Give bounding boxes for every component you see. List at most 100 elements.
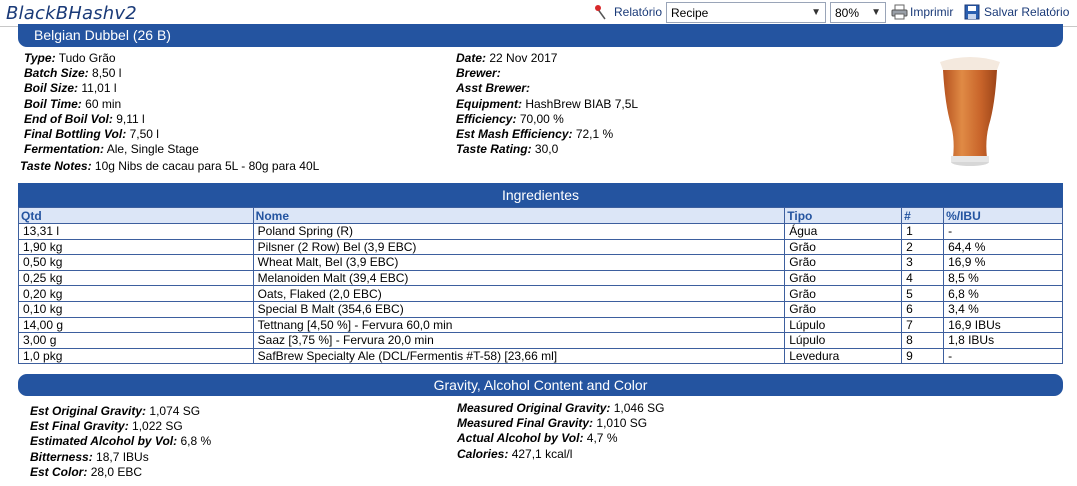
field-value: 6,8 %	[180, 434, 212, 449]
field-label: Boil Time:	[24, 96, 82, 111]
table-cell: 16,9 IBUs	[943, 316, 1063, 334]
field-label: Type:	[24, 51, 56, 65]
info-field: Est Final Gravity: 1,022 SG	[30, 419, 211, 434]
table-row: 1,90 kg Pilsner (2 Row) Bel (3,9 EBC) Grão…	[18, 238, 1063, 256]
field-label: Calories:	[457, 446, 509, 461]
gravity-info-left: Est Original Gravity: 1,074 SG Est Final …	[30, 404, 211, 480]
field-value: 70,00 %	[519, 111, 564, 126]
table-cell: Grão	[784, 285, 903, 302]
field-label: Est Color:	[30, 464, 88, 479]
table-cell: 8	[901, 332, 945, 349]
chevron-down-icon: ▼	[811, 7, 821, 18]
table-cell: Grão	[784, 238, 903, 256]
info-field: Fermentation: Ale, Single Stage	[24, 142, 199, 157]
window-toolbar: BlackBHashv2 Relatório Recipe ▼ 80% ▼ Im…	[0, 0, 1077, 27]
field-value: 60 min	[85, 96, 122, 111]
table-cell: Pilsner (2 Row) Bel (3,9 EBC)	[252, 238, 786, 256]
field-value: 22 Nov 2017	[489, 51, 558, 65]
table-cell: 2	[901, 238, 945, 256]
table-cell: 3,4 %	[943, 300, 1063, 318]
field-label: Efficiency:	[456, 111, 517, 126]
field-value: 1,074 SG	[149, 404, 201, 418]
field-value: 7,50 l	[129, 127, 159, 142]
chevron-down-icon: ▼	[871, 7, 881, 18]
field-value: Ale, Single Stage	[106, 142, 199, 157]
zoom-select[interactable]: 80% ▼	[830, 2, 886, 23]
field-label: Equipment:	[456, 96, 522, 111]
table-cell: Grão	[784, 254, 903, 271]
column-header: #	[901, 207, 945, 224]
info-field: Est Original Gravity: 1,074 SG	[30, 404, 211, 419]
table-cell: 8,5 %	[943, 269, 1063, 287]
field-label: Brewer:	[456, 66, 501, 81]
table-cell: Grão	[784, 300, 903, 318]
save-report-button[interactable]: Salvar Relatório	[984, 5, 1070, 19]
table-cell: Saaz [3,75 %] - Fervura 20,0 min	[252, 332, 786, 349]
info-field: Equipment: HashBrew BIAB 7,5L	[456, 97, 638, 112]
table-cell: 6,8 %	[943, 285, 1063, 302]
recipe-info-left: Type: Tudo Grão Batch Size: 8,50 l Boil Si…	[24, 51, 199, 157]
field-label: Estimated Alcohol by Vol:	[30, 434, 178, 449]
field-value: 1,046 SG	[613, 401, 665, 415]
info-field: Date: 22 Nov 2017	[456, 51, 638, 66]
field-label: Boil Size:	[24, 81, 79, 96]
table-row: 1,0 pkg SafBrew Specialty Ale (DCL/Fermen…	[18, 347, 1063, 365]
table-row: 13,31 l Poland Spring (R) Água 1-	[18, 223, 1063, 240]
info-field: Taste Rating: 30,0	[456, 142, 638, 157]
info-field: End of Boil Vol: 9,11 l	[24, 112, 199, 127]
table-cell: 1,90 kg	[18, 238, 254, 256]
table-cell: Água	[784, 223, 903, 240]
taste-notes-label: Taste Notes:	[20, 159, 92, 173]
field-label: Actual Alcohol by Vol:	[457, 431, 584, 446]
info-field: Calories: 427,1 kcal/l	[457, 447, 664, 462]
info-field: Actual Alcohol by Vol: 4,7 %	[457, 431, 664, 446]
field-label: Measured Final Gravity:	[457, 416, 594, 431]
floppy-save-icon[interactable]	[964, 4, 980, 20]
printer-icon[interactable]	[891, 4, 908, 20]
field-label: Final Bottling Vol:	[24, 127, 127, 142]
table-cell: 6	[901, 300, 945, 318]
table-cell: SafBrew Specialty Ale (DCL/Fermentis #T-…	[252, 347, 786, 365]
table-cell: Poland Spring (R)	[252, 223, 786, 240]
print-button[interactable]: Imprimir	[910, 5, 954, 19]
table-cell: Lúpulo	[784, 332, 903, 349]
field-label: Est Final Gravity:	[30, 419, 129, 434]
field-value: Tudo Grão	[58, 51, 116, 65]
table-cell: 13,31 l	[18, 223, 254, 240]
field-label: Asst Brewer:	[456, 81, 531, 96]
table-cell: 64,4 %	[943, 238, 1063, 256]
table-cell: 4	[901, 269, 945, 287]
field-value: 8,50 l	[92, 66, 122, 81]
recipe-select[interactable]: Recipe ▼	[666, 2, 826, 23]
field-value: 30,0	[534, 142, 559, 157]
field-value: 1,022 SG	[132, 419, 183, 434]
info-field: Boil Time: 60 min	[24, 97, 199, 112]
field-label: Batch Size:	[24, 66, 89, 81]
table-cell: 16,9 %	[943, 254, 1063, 271]
field-value: 28,0 EBC	[90, 464, 143, 479]
table-row: 0,10 kg Special B Malt (354,6 EBC) Grão 6 3,…	[18, 300, 1063, 318]
table-cell: Special B Malt (354,6 EBC)	[252, 300, 786, 318]
field-label: Taste Rating:	[456, 142, 532, 157]
info-field: Brewer:	[456, 66, 638, 81]
info-field: Estimated Alcohol by Vol: 6,8 %	[30, 434, 211, 449]
field-value: 4,7 %	[586, 431, 618, 446]
column-header: Qtd	[18, 207, 254, 224]
table-cell: 14,00 g	[18, 316, 254, 334]
table-row: 0,25 kg Melanoiden Malt (39,4 EBC) Grão 4 8,…	[18, 269, 1063, 287]
table-row: 3,00 g Saaz [3,75 %] - Fervura 20,0 min Lú…	[18, 332, 1063, 349]
table-cell: Oats, Flaked (2,0 EBC)	[252, 285, 786, 302]
field-label: End of Boil Vol:	[24, 111, 113, 126]
field-label: Est Mash Efficiency:	[456, 127, 573, 142]
table-cell: 0,50 kg	[18, 254, 254, 271]
column-header: %/IBU	[943, 207, 1063, 224]
gravity-header-bar: Gravity, Alcohol Content and Color	[18, 374, 1063, 396]
table-row: 14,00 g Tettnang [4,50 %] - Fervura 60,0 …	[18, 316, 1063, 334]
app-title: BlackBHashv2	[6, 3, 137, 24]
table-cell: 7	[901, 316, 945, 334]
info-field: Asst Brewer:	[456, 81, 638, 96]
gravity-info-right: Measured Original Gravity: 1,046 SG Measu…	[457, 401, 664, 462]
info-field: Est Mash Efficiency: 72,1 %	[456, 127, 638, 142]
table-cell: Lúpulo	[784, 316, 903, 334]
info-field: Est Color: 28,0 EBC	[30, 465, 211, 480]
